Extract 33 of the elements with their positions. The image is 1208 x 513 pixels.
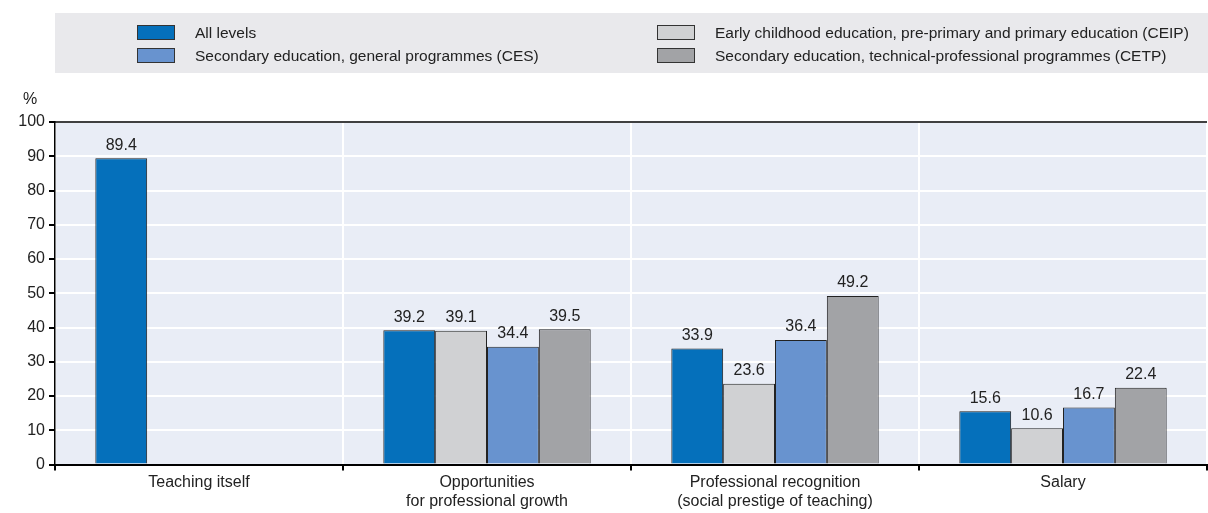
y-tick-label: 20 bbox=[27, 386, 46, 404]
data-label: 36.4 bbox=[785, 317, 817, 335]
legend-label: Early childhood education, pre-primary and primary education (CEIP) bbox=[715, 23, 1189, 42]
x-tick-label: Salary bbox=[1040, 472, 1086, 490]
y-tick-label: 0 bbox=[36, 455, 46, 473]
data-label: 10.6 bbox=[1021, 405, 1053, 423]
data-label: 89.4 bbox=[105, 135, 137, 153]
y-tick-label: 40 bbox=[27, 317, 46, 335]
y-tick-label: 30 bbox=[27, 352, 46, 370]
data-label: 34.4 bbox=[497, 324, 529, 342]
data-label: 16.7 bbox=[1073, 384, 1105, 402]
y-tick-label: 100 bbox=[18, 112, 46, 130]
y-tick-label: 50 bbox=[27, 283, 46, 301]
y-tick-label: 10 bbox=[27, 420, 46, 438]
data-label: 39.5 bbox=[549, 306, 581, 324]
data-label: 39.2 bbox=[393, 307, 425, 325]
data-label: 49.2 bbox=[837, 273, 869, 291]
legend-label: Secondary education, general programmes (CES) bbox=[195, 46, 539, 65]
y-tick-label: 70 bbox=[27, 215, 46, 233]
data-label: 33.9 bbox=[681, 325, 713, 343]
legend-label: Secondary education, technical-professional programmes (CETP) bbox=[715, 46, 1167, 65]
y-axis-title: % bbox=[22, 90, 38, 108]
legend-label: All levels bbox=[195, 23, 257, 42]
y-tick-label: 80 bbox=[27, 180, 46, 198]
data-label: 22.4 bbox=[1125, 365, 1157, 383]
x-tick-label: Professional recognition (social prestige of teaching) bbox=[677, 472, 873, 509]
data-label: 23.6 bbox=[733, 361, 765, 379]
data-label: 39.1 bbox=[445, 308, 477, 326]
data-label: 15.6 bbox=[969, 388, 1001, 406]
y-tick-label: 60 bbox=[27, 249, 46, 267]
x-tick-label: Teaching itself bbox=[148, 472, 251, 490]
x-tick-label: Opportunities for professional growth bbox=[406, 472, 568, 509]
y-tick-label: 90 bbox=[27, 146, 46, 164]
